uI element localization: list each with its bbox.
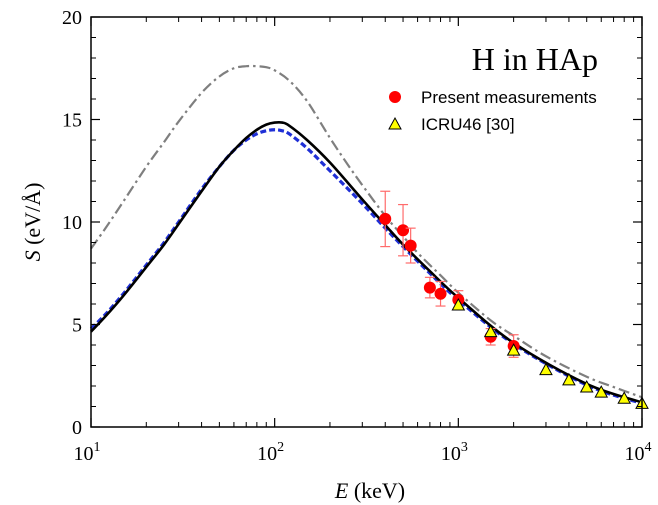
- x-axis-var: E: [334, 478, 349, 503]
- y-axis-var: S: [20, 250, 45, 261]
- chart-title: H in HAp: [472, 41, 598, 77]
- measurement-marker: [397, 224, 410, 237]
- x-tick-exp: 2: [277, 440, 284, 455]
- icru-point: [594, 385, 609, 398]
- legend-label-measurements: Present measurements: [421, 88, 597, 107]
- y-tick-label: 15: [62, 110, 82, 132]
- x-tick-label: 104: [625, 440, 652, 465]
- measurement-marker: [404, 239, 417, 252]
- x-tick-exp: 4: [645, 440, 652, 455]
- x-tick-label: 103: [441, 440, 468, 465]
- x-tick-base: 10: [257, 443, 277, 465]
- x-tick-label: 102: [257, 440, 284, 465]
- icru-point: [539, 362, 553, 376]
- x-tick-exp: 1: [94, 440, 101, 455]
- icru-point: [579, 379, 594, 393]
- x-tick-base: 10: [625, 443, 645, 465]
- y-axis-unit: (eV/Å): [20, 183, 45, 251]
- y-axis-title: S (eV/Å): [20, 183, 45, 262]
- x-axis-unit: (keV): [348, 478, 405, 503]
- x-axis-title: E (keV): [334, 478, 405, 503]
- plot-frame: [90, 16, 643, 428]
- measurement-point: [434, 280, 447, 307]
- icru-point: [451, 297, 466, 311]
- dash-dot-curve: [90, 64, 643, 399]
- points-layer: [379, 190, 649, 409]
- measurement-point: [397, 203, 410, 257]
- y-tick-label: 0: [72, 417, 82, 439]
- icru-point: [483, 324, 498, 338]
- y-tick-label: 5: [72, 315, 82, 337]
- ticks-layer: [90, 16, 643, 428]
- y-tick-label: 10: [62, 212, 82, 234]
- legend-label-icru: ICRU46 [30]: [421, 115, 515, 134]
- solid-black-curve: [90, 120, 643, 404]
- icru-point: [506, 343, 521, 356]
- x-tick-base: 10: [74, 443, 94, 465]
- measurement-point: [379, 190, 392, 248]
- icru-point: [562, 372, 576, 386]
- legend: Present measurements ICRU46 [30]: [388, 88, 597, 134]
- dashed-blue-curve: [89, 128, 643, 405]
- icru-point: [617, 391, 632, 404]
- measurement-point: [423, 276, 436, 299]
- y-tick-label: 20: [62, 7, 82, 29]
- legend-marker-measurements: [389, 91, 401, 103]
- measurement-marker: [379, 212, 392, 225]
- x-tick-base: 10: [441, 443, 461, 465]
- curves-layer: [89, 64, 643, 405]
- x-tick-label: 101: [74, 440, 101, 465]
- measurement-marker: [434, 287, 447, 300]
- legend-marker-icru: [388, 116, 402, 130]
- measurement-marker: [423, 281, 436, 294]
- measurement-point: [404, 227, 417, 264]
- x-tick-exp: 3: [461, 440, 468, 455]
